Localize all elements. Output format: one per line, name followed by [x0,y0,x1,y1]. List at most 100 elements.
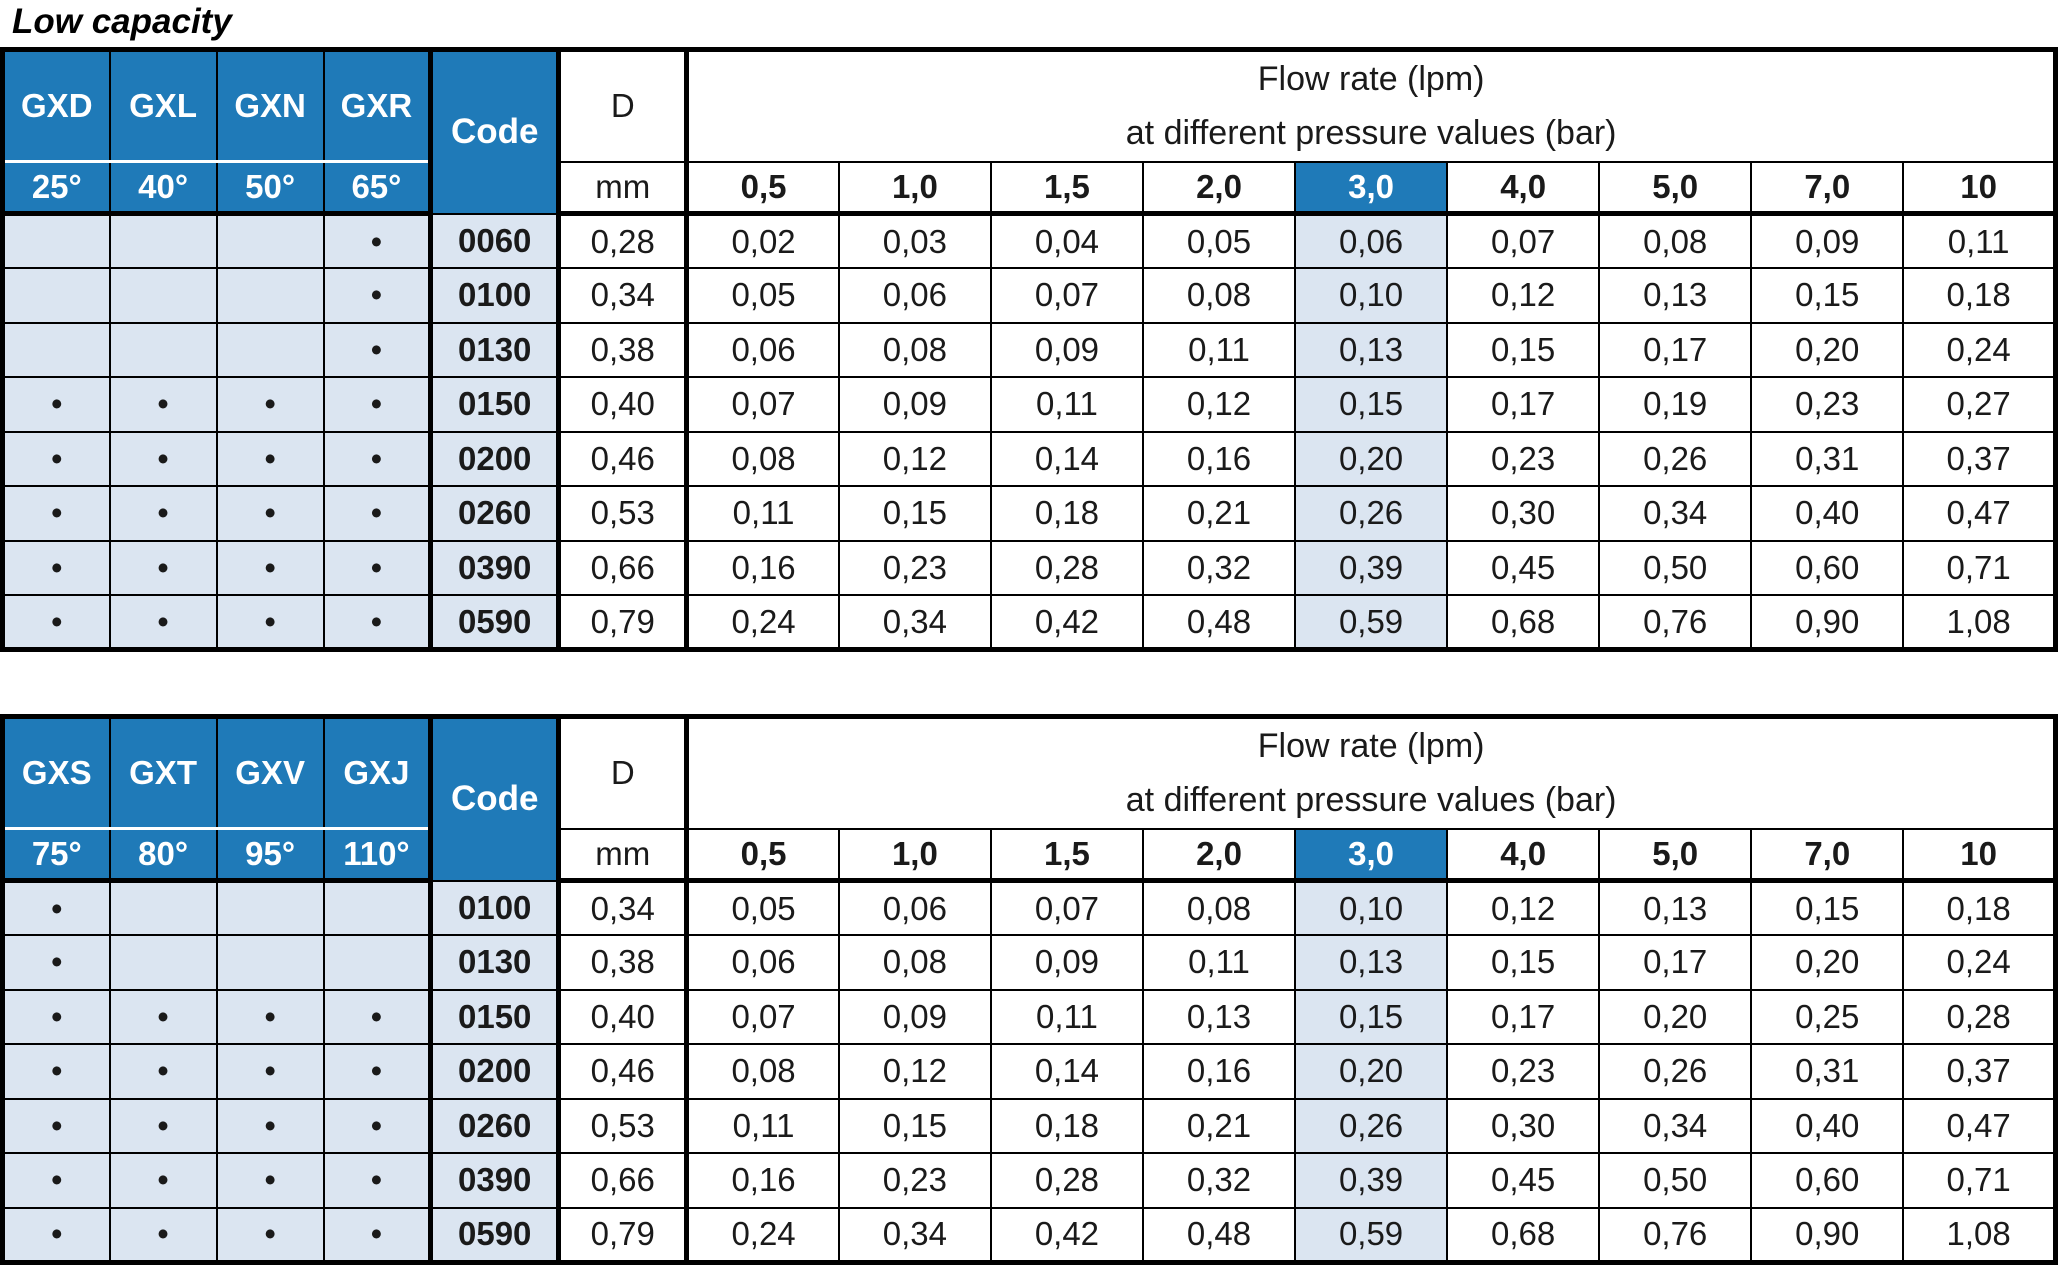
pressure-header: 1,5 [989,827,1144,883]
flow-value: 0,20 [1598,988,1753,1045]
flow-value: 0,20 [1750,934,1905,991]
flow-value: 0,07 [989,267,1144,324]
pressure-header: 0,5 [684,160,840,216]
diameter-value: 0,40 [556,376,688,433]
flow-value: 0,59 [1294,594,1449,651]
nozzle-code: 0200 [428,430,560,487]
flow-value: 0,12 [837,430,992,487]
availability-mark: • [1,988,111,1045]
flow-value: 0,60 [1750,1152,1905,1209]
nozzle-code: 0100 [428,267,560,324]
flow-value: 0,06 [837,879,992,936]
availability-mark: • [322,594,432,651]
flow-value: 0,26 [1598,1043,1753,1100]
flow-value: 0,15 [1750,879,1905,936]
flow-value: 0,05 [1141,212,1297,269]
flow-value: 0,16 [1141,430,1297,487]
table-row: • • • • 0590 0,79 0,24 0,34 0,42 0,48 0,59 0,68 0,76… [1,1206,2057,1263]
flow-value: 0,13 [1294,934,1449,991]
flow-value: 0,07 [684,376,840,433]
flow-value: 0,12 [837,1043,992,1100]
flow-value: 0,20 [1750,321,1905,378]
flow-value: 0,08 [1141,879,1297,936]
flow-value: 0,26 [1598,430,1753,487]
series-header: GXL [108,48,218,163]
flow-value: 0,11 [1141,321,1297,378]
diameter-value: 0,66 [556,539,688,596]
flow-value: 0,11 [684,485,840,542]
flow-value: 0,04 [989,212,1144,269]
availability-mark: • [108,430,218,487]
pressure-header: 10 [1902,827,2057,883]
flow-value: 0,40 [1750,1097,1905,1154]
pressure-header: 1,0 [837,827,992,883]
table-row: • 0100 0,34 0,05 0,06 0,07 0,08 0,10 0,12 0,13 0,1… [1,267,2057,324]
table-row: • • • • 0150 0,40 0,07 0,09 0,11 0,12 0,15 0,17 0,19… [1,376,2057,433]
availability-mark: • [108,594,218,651]
availability-mark: • [215,1206,325,1263]
flow-rate-subtitle: at different pressure values (bar) [1125,114,1617,153]
flow-value: 0,42 [989,594,1144,651]
flow-value: 0,24 [1902,321,2057,378]
flow-value: 0,21 [1141,1097,1297,1154]
table-row: • 0100 0,34 0,05 0,06 0,07 0,08 0,10 0,12 0,13 0,1… [1,879,2057,936]
pressure-header: 10 [1902,160,2057,216]
flow-value: 0,10 [1294,267,1449,324]
series-header: GXT [108,715,218,830]
nozzle-code: 0390 [428,1152,560,1209]
flow-value: 0,13 [1141,988,1297,1045]
availability-mark [108,879,218,936]
availability-mark: • [322,485,432,542]
flow-value: 0,71 [1902,1152,2057,1209]
flow-rate-title: Flow rate (lpm) [1257,727,1485,766]
flow-rate-table-2: GXS GXT GXV GXJ Code D Flow rate (lpm) at diffe… [0,714,2058,1265]
flow-value: 0,24 [684,1206,840,1263]
availability-mark: • [108,376,218,433]
availability-mark: • [108,1043,218,1100]
availability-mark [1,321,111,378]
diameter-unit: mm [556,160,688,216]
flow-value: 0,37 [1902,1043,2057,1100]
flow-value: 0,26 [1294,1097,1449,1154]
flow-value: 0,09 [989,934,1144,991]
pressure-header: 2,0 [1141,827,1297,883]
spray-angle-header: 95° [215,827,325,883]
availability-mark: • [215,430,325,487]
flow-value: 0,34 [837,1206,992,1263]
flow-value: 0,68 [1446,1206,1601,1263]
series-header: GXV [215,715,325,830]
flow-value: 0,12 [1141,376,1297,433]
flow-value: 0,12 [1446,267,1601,324]
flow-value: 0,07 [989,879,1144,936]
table-row: • • • • 0590 0,79 0,24 0,34 0,42 0,48 0,59 0,68 0,76… [1,594,2057,651]
availability-mark: • [1,879,111,936]
flow-value: 0,15 [837,485,992,542]
header-row-series: GXS GXT GXV GXJ Code D Flow rate (lpm) at diffe… [1,715,2057,882]
flow-value: 0,07 [1446,212,1601,269]
flow-value: 0,09 [989,321,1144,378]
availability-mark: • [215,594,325,651]
flow-value: 0,28 [989,1152,1144,1209]
flow-value: 0,13 [1598,879,1753,936]
nozzle-code: 0590 [428,594,560,651]
diameter-value: 0,53 [556,485,688,542]
flow-value: 0,15 [1446,321,1601,378]
flow-value: 0,15 [1294,376,1449,433]
pressure-header: 4,0 [1446,160,1601,216]
diameter-value: 0,28 [556,212,688,269]
series-header: GXR [322,48,432,163]
flow-value: 0,15 [1294,988,1449,1045]
flow-value: 0,23 [1446,1043,1601,1100]
diameter-value: 0,38 [556,321,688,378]
diameter-header: D [556,715,688,830]
flow-value: 0,68 [1446,594,1601,651]
availability-mark: • [322,212,432,269]
diameter-value: 0,40 [556,988,688,1045]
nozzle-code: 0060 [428,212,560,269]
availability-mark: • [1,594,111,651]
flow-value: 0,71 [1902,539,2057,596]
pressure-header: 7,0 [1750,827,1905,883]
code-header: Code [428,715,560,882]
availability-mark [108,934,218,991]
flow-value: 0,06 [684,321,840,378]
